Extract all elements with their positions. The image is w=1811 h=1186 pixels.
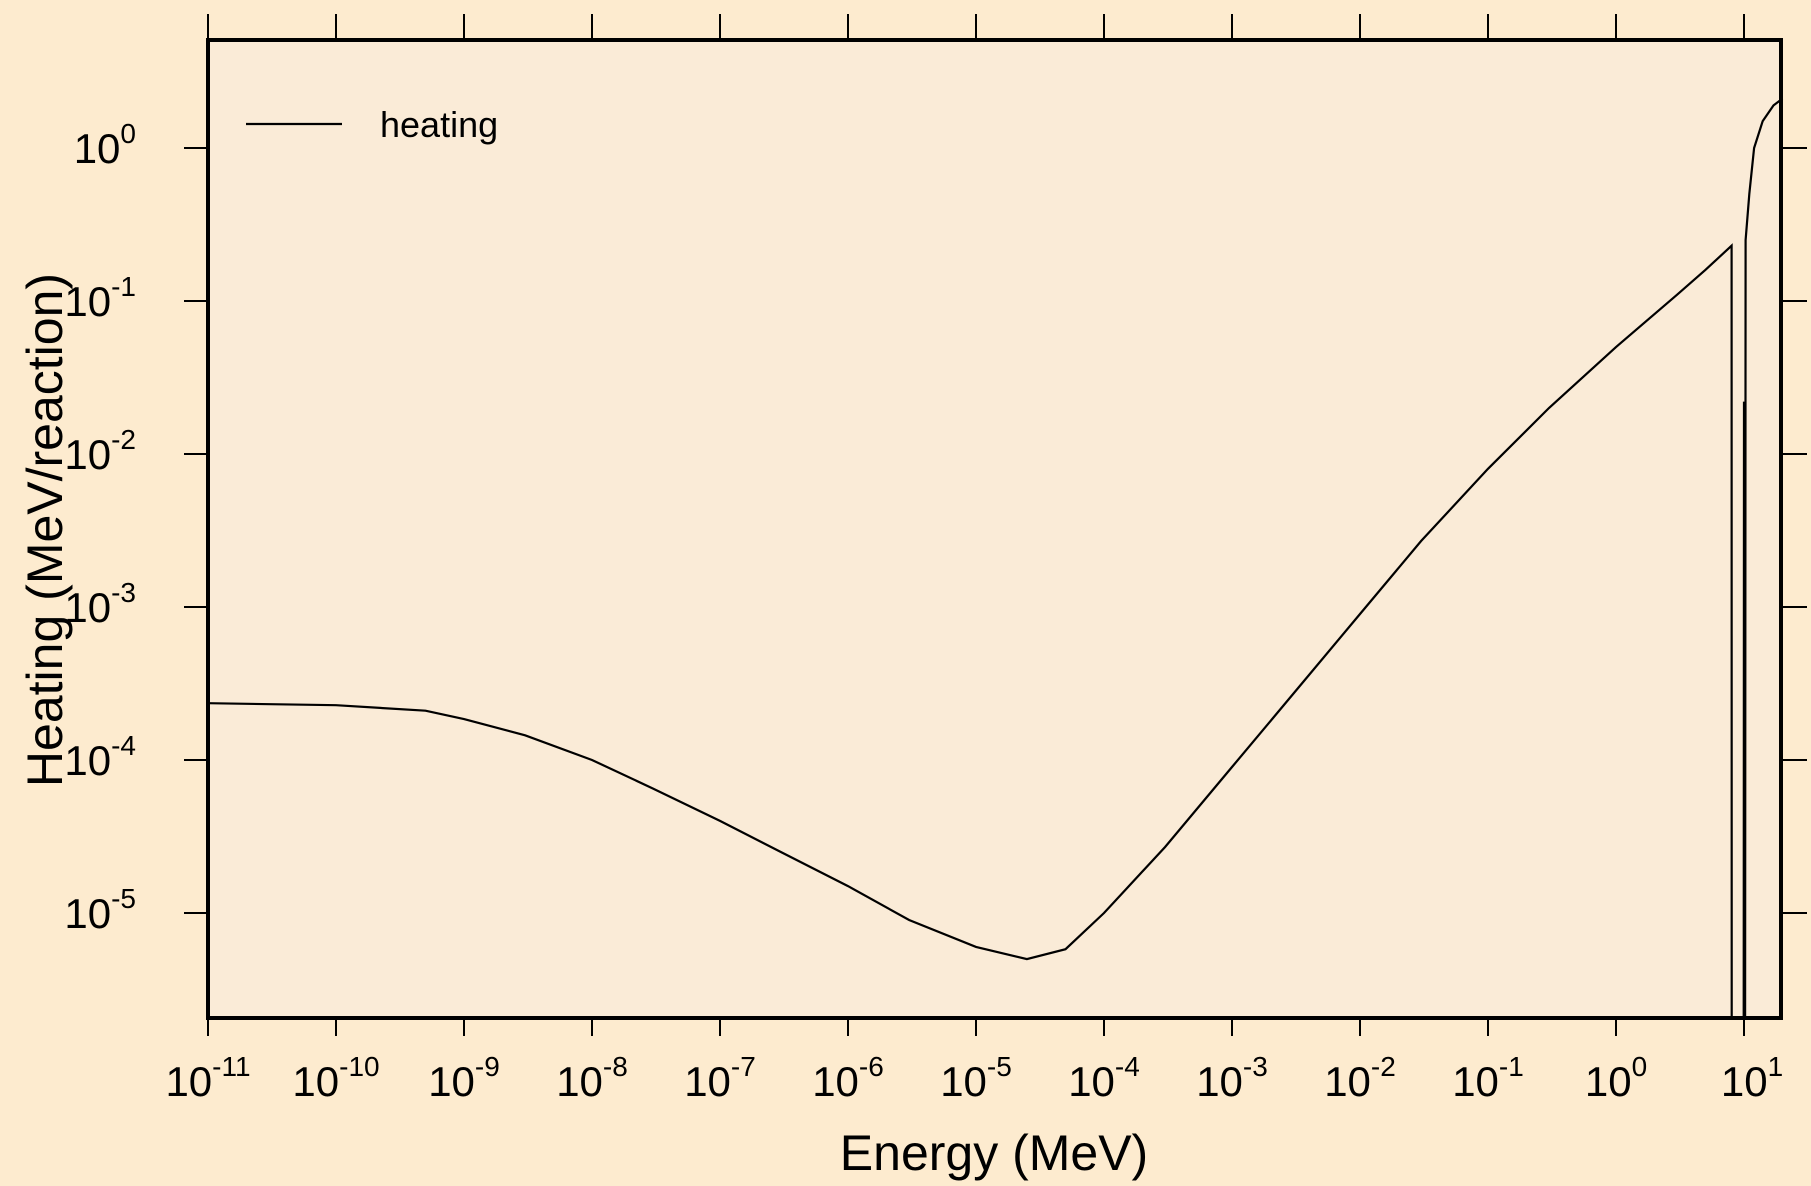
- y-tick-label: 10-4: [64, 730, 136, 784]
- y-tick-label: 10-1: [64, 271, 136, 325]
- y-tick-label: 10-5: [64, 883, 136, 937]
- y-axis-title: Heating (MeV/reaction): [17, 273, 73, 787]
- x-tick-label: 10-11: [165, 1051, 250, 1105]
- x-tick-label: 10-6: [812, 1051, 884, 1105]
- x-tick-labels: 10-11 10-10 10-9 10-8 10-7 10-6 10-5 10-4 10-3 10…: [165, 1051, 1783, 1105]
- y-tick-label: 100: [74, 118, 136, 172]
- x-tick-label: 10-5: [940, 1051, 1012, 1105]
- y-tick-label: 10-3: [64, 577, 136, 631]
- x-tick-label: 10-4: [1068, 1051, 1140, 1105]
- x-tick-label: 10-8: [556, 1051, 628, 1105]
- x-axis-title: Energy (MeV): [840, 1125, 1148, 1181]
- x-tick-label: 10-3: [1196, 1051, 1268, 1105]
- x-tick-label: 10-2: [1324, 1051, 1396, 1105]
- x-tick-label: 10-10: [292, 1051, 379, 1105]
- legend: heating: [246, 104, 498, 145]
- x-tick-label: 10-9: [428, 1051, 500, 1105]
- axis-ticks: [184, 14, 1807, 1036]
- x-tick-label: 10-1: [1452, 1051, 1524, 1105]
- plot-area: [208, 40, 1781, 1018]
- legend-label-heating: heating: [380, 104, 498, 145]
- x-tick-label: 100: [1585, 1051, 1647, 1105]
- x-tick-label: 101: [1721, 1051, 1783, 1105]
- y-tick-labels: 10-5 10-4 10-3 10-2 10-1 100: [64, 118, 136, 937]
- y-tick-label: 10-2: [64, 424, 136, 478]
- plot-frame: [206, 38, 1783, 1020]
- x-tick-label: 10-7: [684, 1051, 756, 1105]
